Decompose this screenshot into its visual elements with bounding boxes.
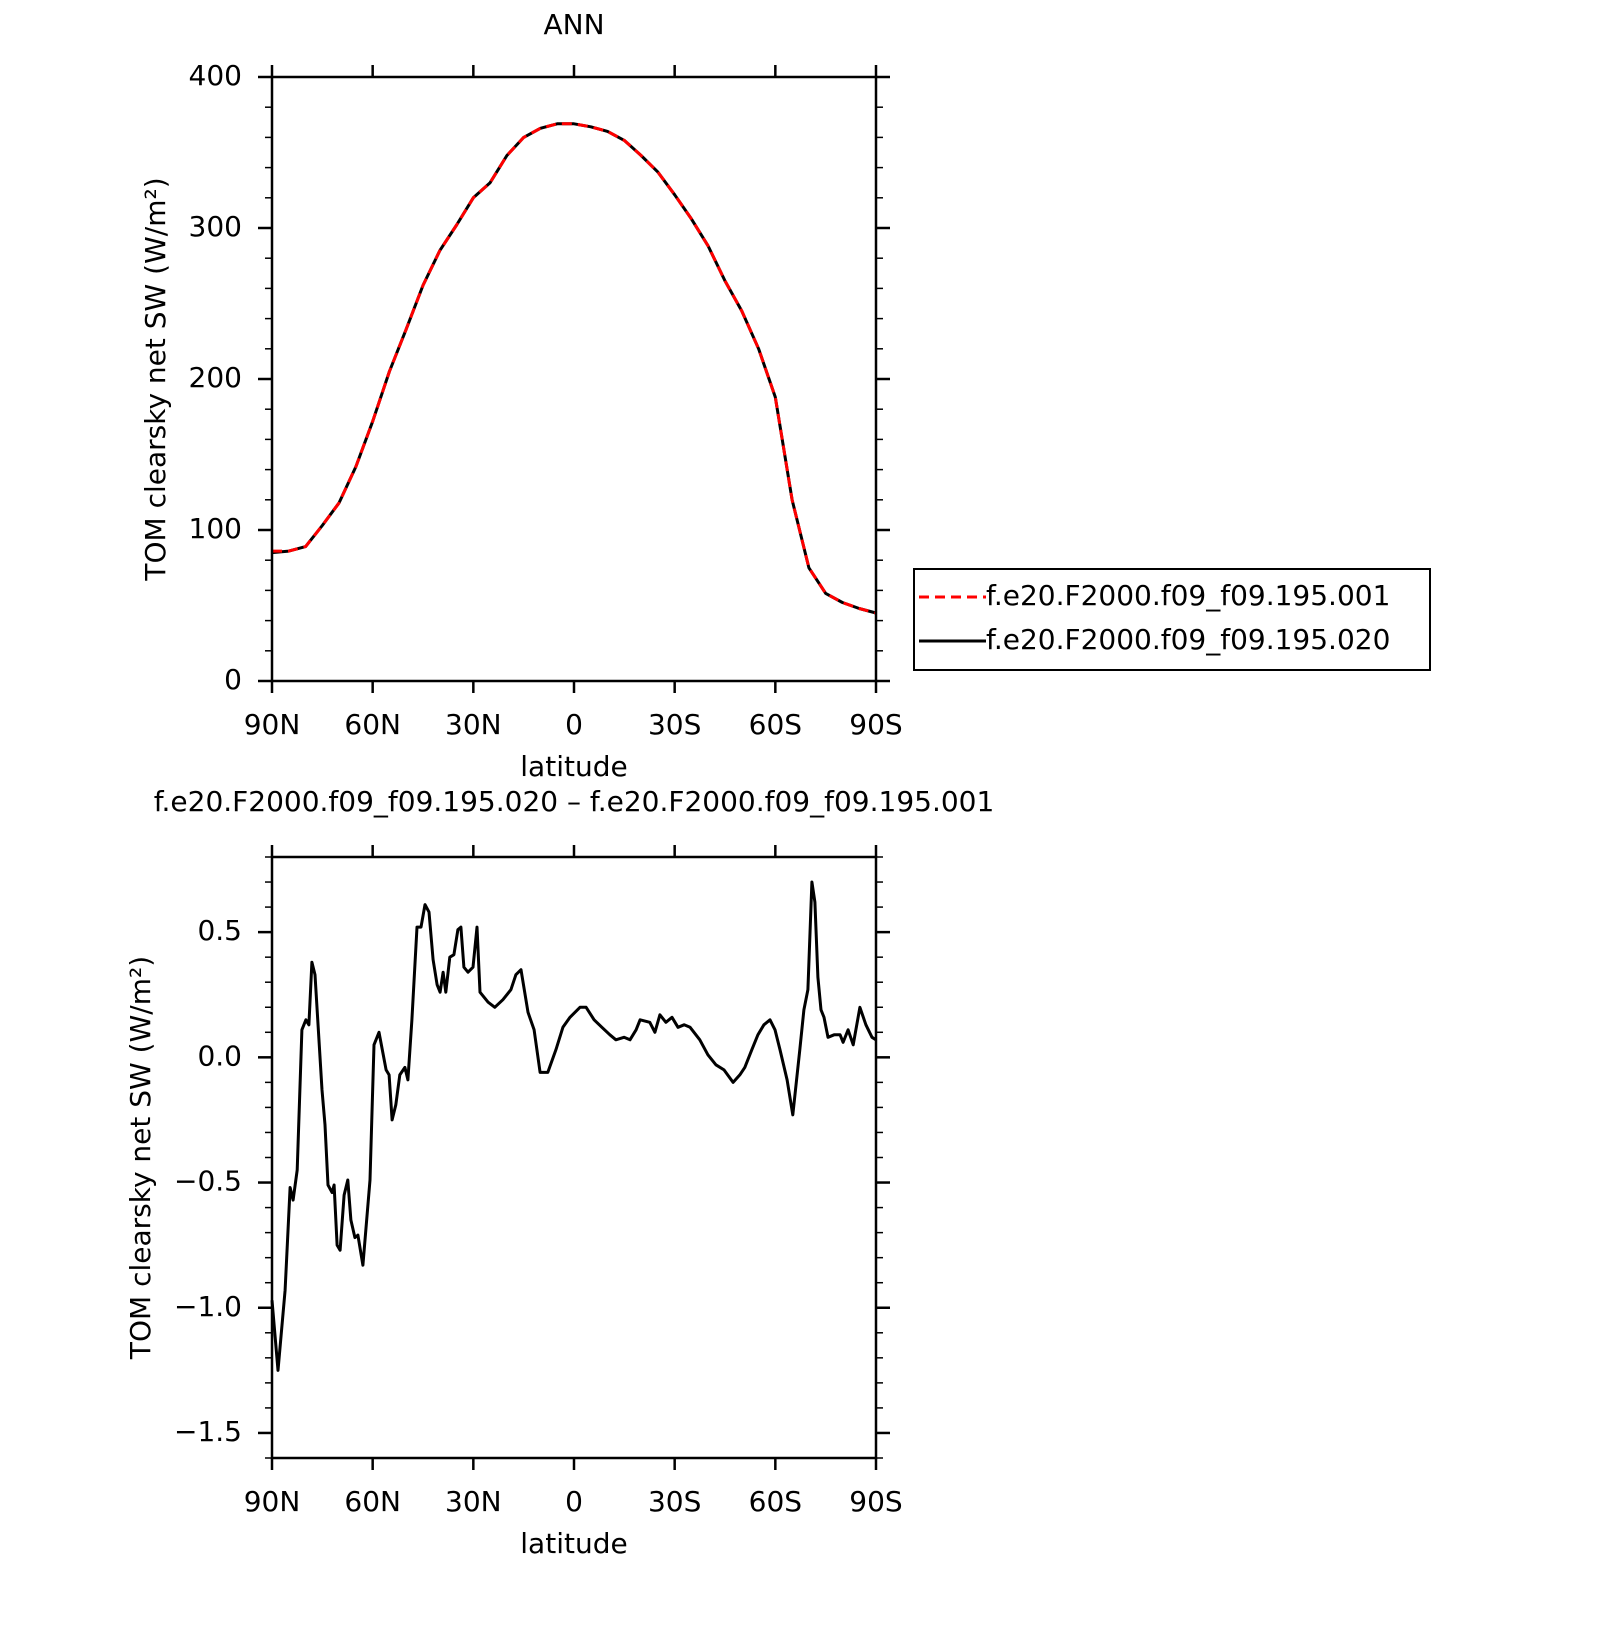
- x-tick-label: 60N: [344, 1485, 401, 1518]
- plot-frame: [270, 855, 878, 1460]
- x-tick-label: 90N: [244, 1485, 301, 1518]
- chart-title: ANN: [543, 8, 604, 41]
- plot-frame: [270, 75, 878, 683]
- x-tick-label: 0: [565, 1485, 583, 1518]
- x-tick-label: 30S: [648, 708, 701, 741]
- x-tick-label: 60S: [749, 1485, 802, 1518]
- y-tick-label: 0.0: [197, 1039, 242, 1072]
- data-line: [270, 880, 877, 1372]
- x-tick-label: 90S: [849, 1485, 902, 1518]
- chart-title: f.e20.F2000.f09_f09.195.020 – f.e20.F200…: [154, 785, 995, 818]
- y-tick-label: 0: [224, 663, 242, 696]
- x-tick-label: 90S: [849, 708, 902, 741]
- data-line: [272, 122, 877, 615]
- x-tick-label: 60N: [344, 708, 401, 741]
- x-tick-label: 90N: [244, 708, 301, 741]
- x-tick-label: 60S: [749, 708, 802, 741]
- legend-label: f.e20.F2000.f09_f09.195.001: [986, 579, 1390, 612]
- x-tick-label: 30S: [648, 1485, 701, 1518]
- y-axis-label: TOM clearsky net SW (W/m²): [139, 177, 172, 581]
- chart: ANN 0 100 200 300 400 90N 60N 30N 0 30S 60S 90S latit…: [139, 8, 1431, 783]
- legend-label: f.e20.F2000.f09_f09.195.020: [986, 623, 1390, 656]
- y-axis-label: TOM clearsky net SW (W/m²): [124, 956, 157, 1360]
- legend-box: [913, 568, 1431, 671]
- data-line: [271, 122, 877, 615]
- y-tick-label: 0.5: [197, 914, 242, 947]
- y-tick-label: 400: [189, 59, 242, 92]
- y-tick-label: 300: [189, 210, 242, 243]
- y-tick-label: 100: [189, 512, 242, 545]
- y-tick-label: −1.0: [174, 1290, 242, 1323]
- y-tick-label: −1.5: [174, 1415, 242, 1448]
- x-tick-label: 0: [565, 708, 583, 741]
- y-tick-label: 200: [189, 361, 242, 394]
- y-tick-label: −0.5: [174, 1165, 242, 1198]
- chart: f.e20.F2000.f09_f09.195.020 – f.e20.F200…: [124, 785, 994, 1560]
- x-axis-label: latitude: [520, 1527, 627, 1560]
- x-tick-label: 30N: [445, 1485, 502, 1518]
- x-axis-label: latitude: [520, 750, 627, 783]
- x-tick-label: 30N: [445, 708, 502, 741]
